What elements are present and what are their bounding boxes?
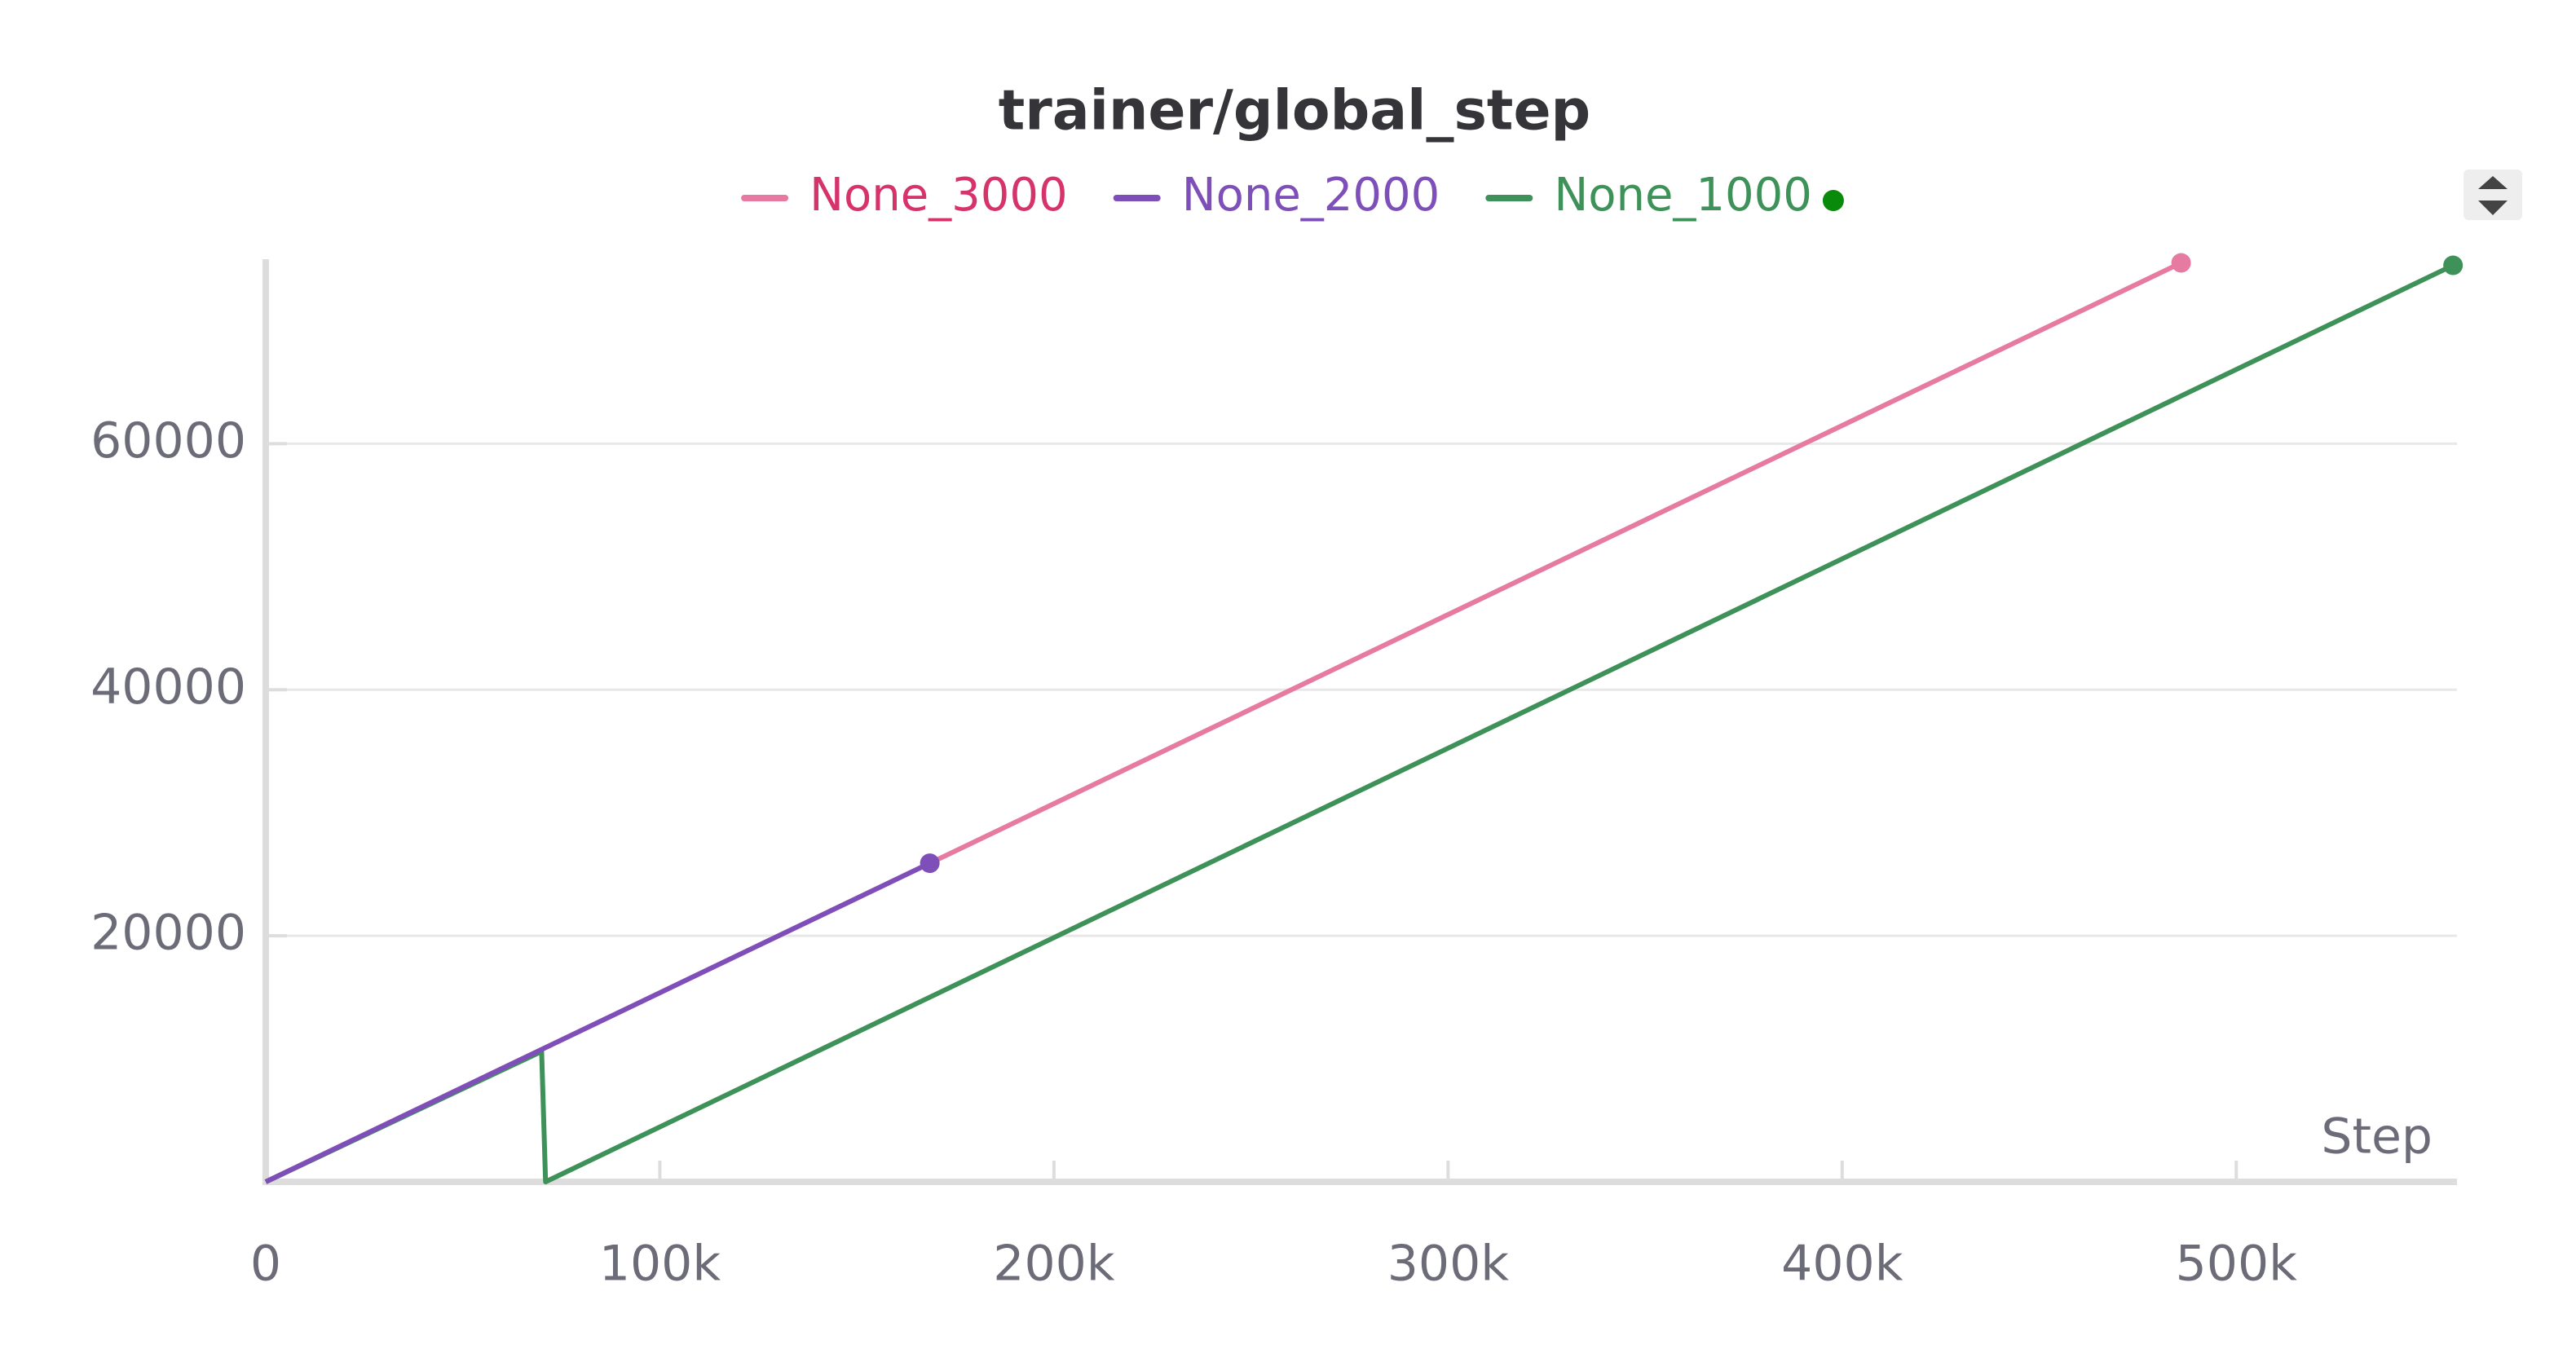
- legend-label: None_1000: [1554, 169, 1812, 222]
- end-point: [2171, 253, 2191, 273]
- legend-label: None_2000: [1182, 169, 1440, 222]
- status-dot: [1822, 190, 1844, 211]
- icon-bg: [2464, 170, 2522, 220]
- x-tick-label: 100k: [599, 1236, 721, 1293]
- series-line: [264, 262, 2455, 1184]
- y-tick-label: 60000: [90, 412, 246, 469]
- series-line: [264, 861, 931, 1184]
- legend-label: None_3000: [809, 169, 1068, 222]
- scroll-icon[interactable]: [2464, 170, 2522, 220]
- y-tick-label: 40000: [90, 659, 246, 716]
- x-tick-label: 500k: [2176, 1236, 2298, 1293]
- x-tick-label: 0: [250, 1236, 281, 1293]
- chart-title: trainer/global_step: [999, 79, 1590, 143]
- legend-item[interactable]: None_2000: [1113, 169, 1440, 222]
- x-axis-label: Step: [2321, 1108, 2433, 1166]
- icon-arrows: [2478, 176, 2508, 215]
- x-tick-label: 200k: [993, 1236, 1115, 1293]
- legend-item[interactable]: None_1000: [1485, 169, 1812, 222]
- x-tick-label: 400k: [1781, 1236, 1903, 1293]
- legend-item[interactable]: None_3000: [741, 169, 1068, 222]
- y-tick-label: 20000: [90, 905, 246, 962]
- end-point: [2443, 255, 2464, 275]
- x-tick-label: 300k: [1387, 1236, 1510, 1293]
- end-point: [920, 853, 940, 874]
- legend: None_3000 None_2000 None_1000: [741, 169, 1844, 222]
